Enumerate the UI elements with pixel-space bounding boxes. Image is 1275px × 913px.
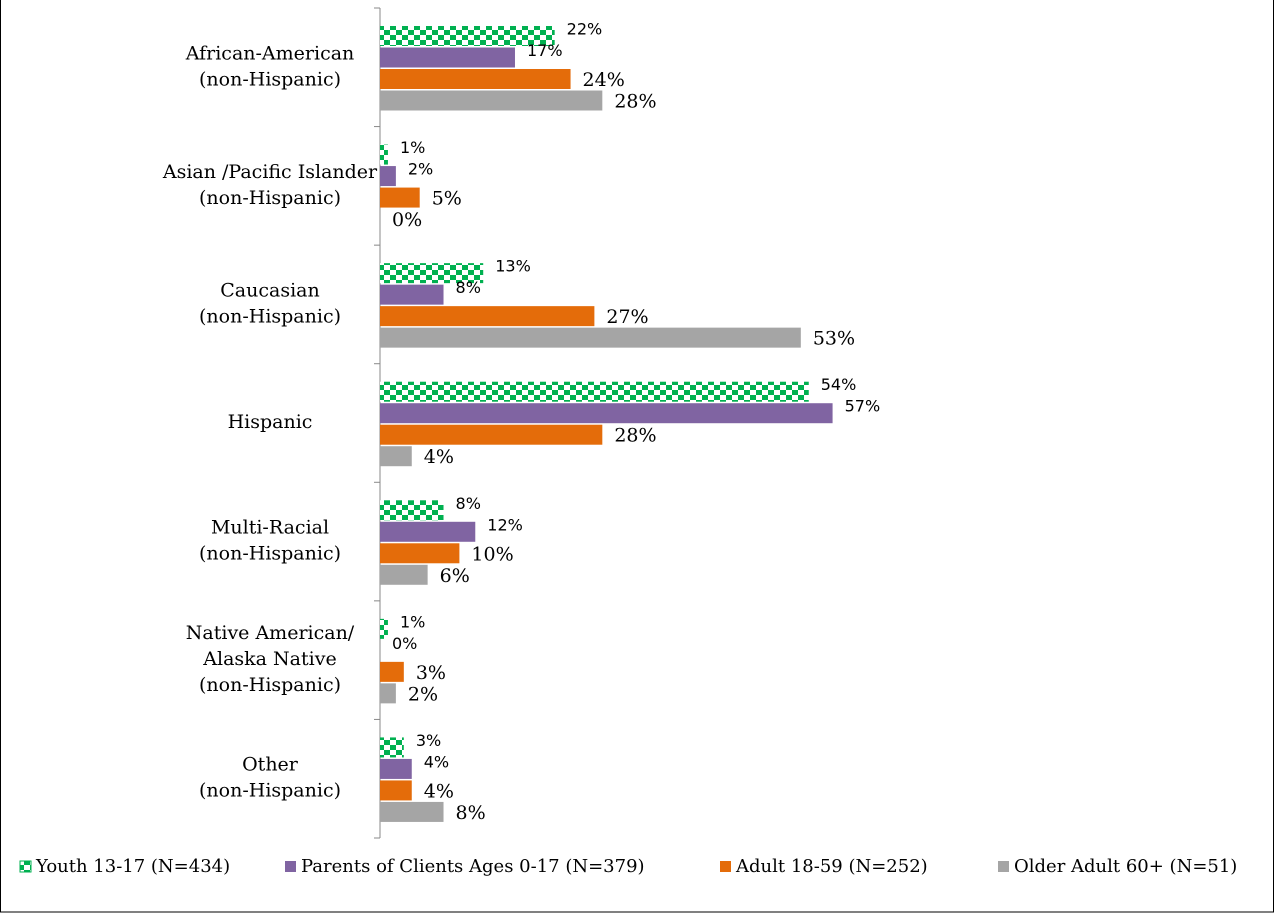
bar <box>380 69 571 89</box>
category-line: (non-Hispanic) <box>199 543 341 565</box>
bar <box>380 381 809 402</box>
bar <box>380 737 404 758</box>
category-label: Other (non-Hispanic) <box>199 754 341 802</box>
bar <box>380 47 515 68</box>
category-line: (non-Hispanic) <box>199 305 341 327</box>
bar <box>380 187 420 208</box>
value-label: 13% <box>495 257 531 276</box>
bar <box>380 801 444 822</box>
bar <box>380 306 595 327</box>
value-label: 1% <box>400 138 425 157</box>
bar <box>380 500 444 521</box>
category-line: (non-Hispanic) <box>199 780 341 802</box>
value-label: 5% <box>432 188 462 210</box>
legend-label: Older Adult 60+ (N=51) <box>1014 856 1237 877</box>
bar <box>380 403 833 424</box>
bar <box>380 144 388 165</box>
bar <box>380 446 412 467</box>
value-label: 3% <box>416 731 441 750</box>
bar <box>380 521 476 542</box>
category-label: Asian /Pacific Islander (non-Hispanic) <box>162 161 378 209</box>
legend-swatch <box>285 861 296 872</box>
bar <box>380 758 412 779</box>
value-label: 4% <box>424 446 454 468</box>
value-label: 24% <box>583 69 625 91</box>
value-label: 27% <box>606 306 648 328</box>
category-line: Asian /Pacific Islander <box>162 161 378 183</box>
legend-label: Parents of Clients Ages 0-17 (N=379) <box>301 856 645 877</box>
category-line: (non-Hispanic) <box>199 187 341 209</box>
value-label: 53% <box>813 328 855 350</box>
value-label: 3% <box>416 662 446 684</box>
legend-swatch <box>720 861 731 872</box>
category-line: (non-Hispanic) <box>199 674 341 696</box>
value-label: 0% <box>392 634 417 653</box>
category-label: Caucasian (non-Hispanic) <box>199 279 341 327</box>
category-label: Native American/Alaska Native (non-Hispan… <box>186 622 355 696</box>
value-label: 22% <box>567 20 603 39</box>
bar <box>380 618 388 639</box>
value-label: 2% <box>408 683 438 705</box>
legend-swatch <box>998 861 1009 872</box>
bar <box>380 780 412 801</box>
bar <box>380 424 603 445</box>
category-line: African-American <box>185 42 355 64</box>
bar <box>380 543 460 564</box>
value-label: 17% <box>527 41 563 60</box>
category-line: Caucasian <box>220 279 319 301</box>
legend-label: Youth 13-17 (N=434) <box>35 856 230 877</box>
value-label: 4% <box>424 752 449 771</box>
value-label: 1% <box>400 612 425 631</box>
bar <box>380 166 396 187</box>
category-line: Multi-Racial <box>211 517 329 539</box>
value-label: 8% <box>456 494 481 513</box>
bar <box>380 683 396 704</box>
category-label: Multi-Racial (non-Hispanic) <box>199 517 341 565</box>
category-label: Hispanic <box>228 411 313 433</box>
bar <box>380 26 555 46</box>
category-line: Other <box>242 754 299 776</box>
value-label: 54% <box>821 375 857 394</box>
value-label: 10% <box>471 543 513 565</box>
value-label: 8% <box>456 802 486 824</box>
category-line: Native American/ <box>186 622 355 644</box>
value-label: 57% <box>845 397 881 416</box>
legend-swatch <box>19 860 32 873</box>
bar <box>380 661 404 682</box>
bar <box>380 327 801 348</box>
value-label: 28% <box>614 91 656 113</box>
bar <box>380 284 444 305</box>
bar <box>380 263 484 284</box>
value-label: 2% <box>408 160 433 179</box>
category-line: (non-Hispanic) <box>199 68 341 90</box>
value-label: 8% <box>456 278 481 297</box>
bar <box>380 90 603 111</box>
value-label: 12% <box>487 515 523 534</box>
value-label: 4% <box>424 780 454 802</box>
bar <box>380 564 428 585</box>
category-label: African-American (non-Hispanic) <box>185 42 355 90</box>
category-line: Alaska Native <box>202 648 336 670</box>
legend-label: Adult 18-59 (N=252) <box>735 856 928 877</box>
value-label: 28% <box>614 425 656 447</box>
value-label: 0% <box>392 209 422 231</box>
value-label: 6% <box>440 565 470 587</box>
category-line: Hispanic <box>228 411 313 433</box>
